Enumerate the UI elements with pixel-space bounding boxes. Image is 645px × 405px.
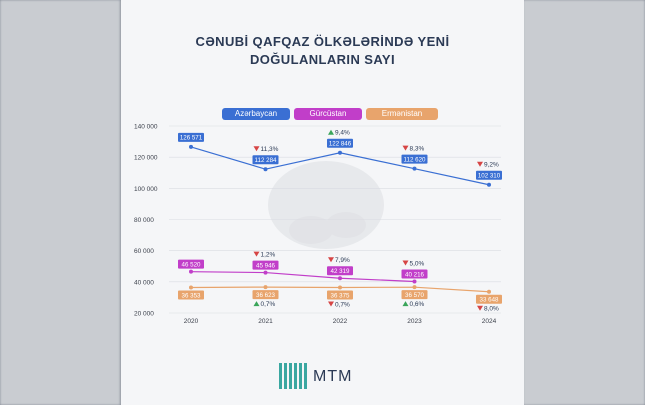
data-point [189, 144, 193, 149]
series-line-1 [190, 271, 415, 283]
change-label: 1,2% [261, 252, 276, 259]
decrease-arrow-icon [253, 251, 260, 257]
change-label: 0,7% [261, 301, 276, 308]
change-label: 0,6% [410, 301, 425, 308]
mtm-logo-icon [279, 363, 307, 389]
x-tick-label: 2020 [184, 318, 199, 325]
infographic-card: CƏNUBİ QAFQAZ ÖLKƏLƏRİNDƏ YENİ DOĞULANLA… [121, 0, 524, 405]
value-label-box [327, 266, 353, 276]
data-point [263, 270, 268, 275]
value-label: 36 570 [405, 292, 424, 299]
decrease-arrow-icon [328, 301, 334, 307]
data-point [189, 285, 193, 290]
y-tick-label: 140 000 [134, 124, 158, 131]
value-label-box [401, 154, 428, 164]
y-tick-label: 120 000 [134, 155, 158, 162]
blurred-left-panel [0, 0, 120, 405]
y-tick-label: 20 000 [134, 311, 154, 318]
value-label: 36 353 [182, 292, 201, 299]
value-label-box [178, 132, 204, 142]
data-point [263, 167, 268, 172]
line-chart: 140 000 120 000 100 000 80 000 60 000 40 000 2… [134, 124, 502, 325]
change-label: 8,0% [484, 306, 499, 313]
change-label: 8,3% [410, 146, 425, 153]
value-label-box [178, 290, 204, 300]
change-label: 5,0% [410, 260, 425, 267]
y-tick-label: 40 000 [134, 279, 154, 286]
baby-feet-watermark [268, 161, 384, 249]
decrease-arrow-icon [402, 145, 409, 151]
increase-arrow-icon [402, 301, 409, 307]
value-label: 40 216 [405, 271, 424, 278]
y-tick-label: 60 000 [134, 248, 154, 255]
value-label: 112 620 [404, 156, 426, 163]
legend-ermenistan: Ermənistan [366, 108, 438, 120]
change-label: 11,3% [261, 146, 279, 153]
value-label-box [252, 290, 279, 300]
data-point [263, 285, 268, 290]
value-label-box [401, 290, 428, 300]
y-tick-label: 100 000 [134, 186, 158, 193]
data-point [487, 182, 491, 187]
x-tick-label: 2023 [407, 318, 422, 325]
value-label: 36 623 [256, 292, 275, 299]
chart-title-line2: DOĞULANLARIN SAYI [250, 52, 395, 67]
x-tick-label: 2021 [258, 318, 273, 325]
increase-arrow-icon [253, 301, 260, 307]
value-label-box [252, 260, 279, 270]
data-point [338, 276, 342, 281]
change-label: 9,2% [484, 162, 499, 169]
change-label: 0,7% [335, 301, 350, 308]
value-label-box [476, 170, 502, 180]
value-label-box [327, 138, 353, 148]
value-label: 126 571 [180, 135, 203, 142]
legend-azerbaycan: Azərbaycan [222, 108, 290, 120]
decrease-arrow-icon [477, 161, 483, 167]
value-label: 42 319 [331, 268, 350, 275]
decrease-arrow-icon [402, 260, 409, 266]
data-point [189, 269, 193, 274]
value-label: 122 846 [329, 141, 352, 148]
value-label: 33 648 [480, 297, 499, 304]
decrease-arrow-icon [253, 146, 260, 152]
data-point [412, 166, 417, 171]
change-label: 9,4% [335, 130, 350, 137]
brand-name: MTM [313, 368, 353, 385]
value-label-box [327, 290, 353, 300]
x-tick-label: 2024 [482, 318, 497, 325]
data-point [338, 285, 342, 290]
data-point [338, 150, 342, 155]
data-point [487, 289, 491, 294]
data-point [412, 285, 417, 290]
increase-arrow-icon [328, 129, 334, 135]
legend-gurcustan: Gürcüstan [294, 108, 362, 120]
value-label: 112 284 [255, 157, 277, 164]
blurred-right-panel [523, 0, 645, 405]
value-label-box [401, 269, 428, 279]
change-label: 7,9% [335, 257, 350, 264]
decrease-arrow-icon [477, 305, 483, 311]
decrease-arrow-icon [328, 257, 334, 263]
value-label: 45 946 [256, 262, 275, 269]
chart-title-line1: CƏNUBİ QAFQAZ ÖLKƏLƏRİNDƏ YENİ [195, 34, 450, 49]
value-label-box [178, 259, 204, 269]
value-label: 36 375 [331, 292, 350, 299]
value-label: 46 520 [182, 261, 201, 268]
value-label: 102 310 [478, 173, 501, 180]
value-label-box [252, 155, 279, 165]
x-tick-label: 2022 [333, 318, 348, 325]
y-tick-label: 80 000 [134, 217, 154, 224]
value-label-box [476, 294, 502, 304]
data-point [412, 279, 417, 284]
